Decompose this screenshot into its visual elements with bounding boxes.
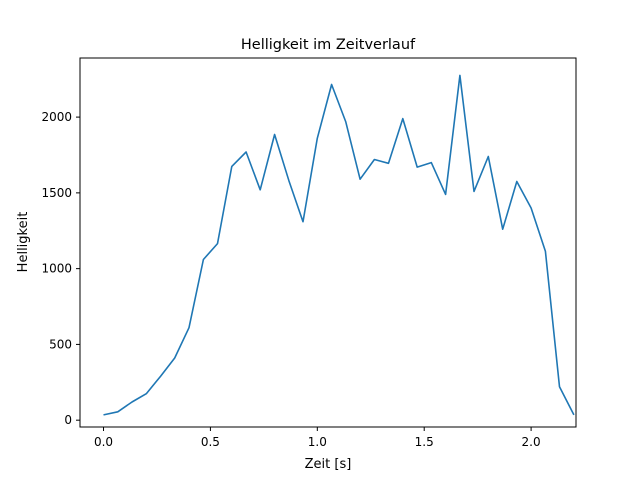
x-tick-label: 0.5: [201, 435, 220, 449]
y-tick-label: 1000: [41, 262, 72, 276]
y-axis-label: Helligkeit: [16, 212, 31, 273]
y-tick-label: 2000: [41, 110, 72, 124]
x-tick-label: 0.0: [94, 435, 113, 449]
y-tick-label: 0: [64, 413, 72, 427]
plot-area: [80, 58, 576, 427]
series-line: [103, 74, 575, 416]
x-tick-label: 2.0: [522, 435, 541, 449]
x-tick-label: 1.0: [308, 435, 327, 449]
x-axis-label: Zeit [s]: [305, 457, 352, 472]
x-axis-ticks: 0.0 0.5 1.0 1.5 2.0: [94, 427, 541, 449]
x-tick-label: 1.5: [415, 435, 434, 449]
y-tick-label: 1500: [41, 186, 72, 200]
y-axis-ticks: 0 500 1000 1500 2000: [41, 110, 80, 427]
y-tick-label: 500: [49, 337, 72, 351]
plot-frame: [79, 57, 577, 428]
series-layer: [103, 74, 575, 416]
chart-title: Helligkeit im Zeitverlauf: [241, 37, 416, 53]
